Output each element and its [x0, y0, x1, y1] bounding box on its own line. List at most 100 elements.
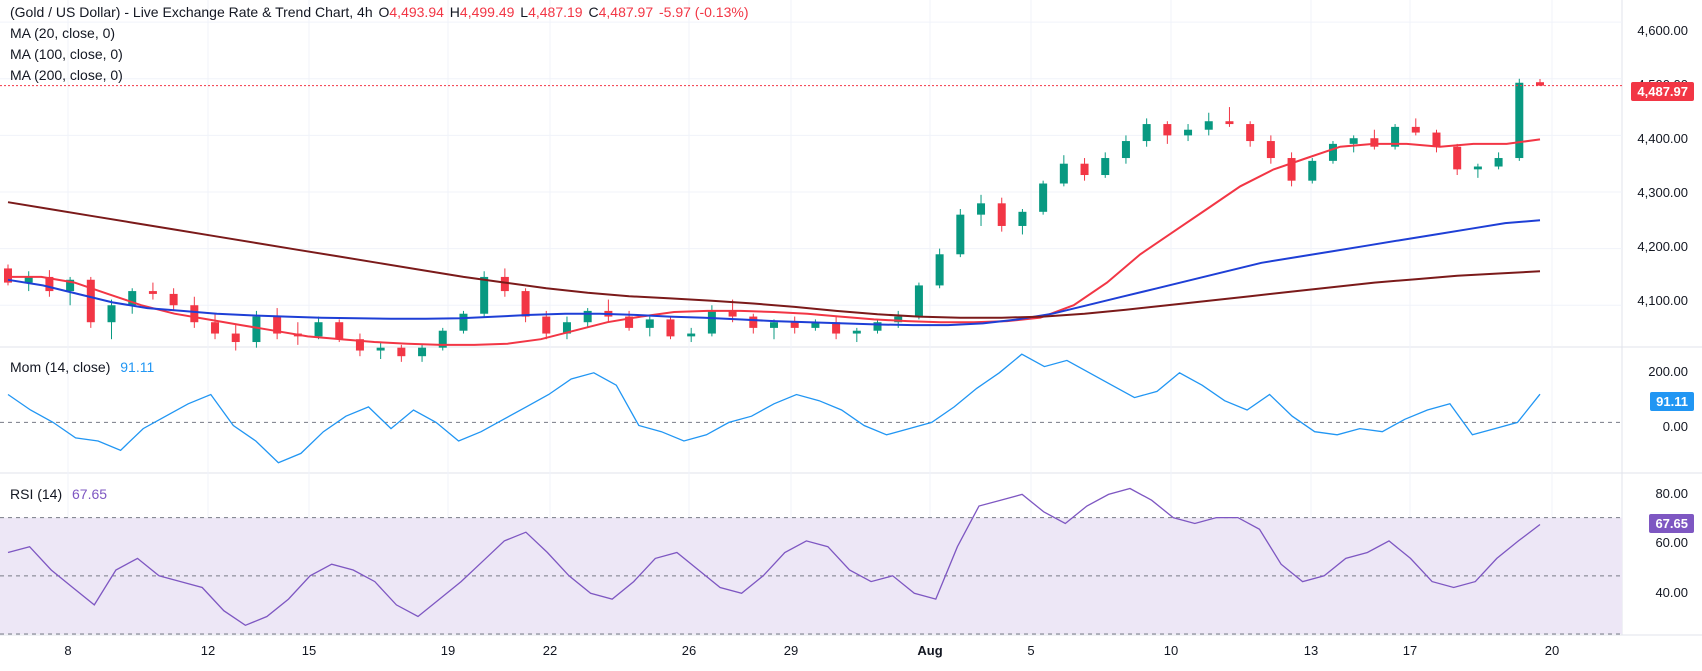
- candle-body: [832, 322, 841, 334]
- candle-body: [1432, 132, 1441, 147]
- candle-body: [128, 291, 137, 306]
- candle-body: [4, 268, 12, 283]
- candle-body: [273, 316, 282, 334]
- candle-body: [107, 305, 116, 323]
- candle-body: [1287, 158, 1296, 181]
- low-value: 4,487.19: [528, 4, 583, 20]
- candle-body: [418, 347, 427, 357]
- candle-body: [583, 310, 592, 323]
- momentum-line: [7, 353, 1541, 464]
- mom-tick-0: 0.00: [1662, 419, 1688, 434]
- candle-body: [355, 339, 364, 351]
- candle-body: [190, 305, 199, 323]
- price-tick-4600: 4,600.00: [1637, 23, 1688, 38]
- x-tick: 8: [64, 643, 72, 658]
- candle-body: [1411, 126, 1420, 133]
- candle-body: [335, 322, 344, 340]
- candle-body: [749, 316, 758, 328]
- candle-body: [542, 316, 551, 334]
- candle-body: [1391, 126, 1400, 147]
- candle-body: [1018, 211, 1027, 226]
- candle-body: [480, 276, 489, 314]
- candle-body: [873, 322, 882, 331]
- candle-body: [314, 322, 323, 337]
- x-tick: 20: [1544, 643, 1560, 658]
- rsi-tick-40: 40.00: [1655, 585, 1688, 600]
- ma100-label: MA (100, close, 0): [10, 46, 123, 62]
- candle-body: [1473, 166, 1482, 170]
- rsi-legend[interactable]: RSI (14) 67.65: [10, 486, 107, 502]
- candle-body: [707, 310, 716, 334]
- mom-value-badge: 91.11: [1650, 392, 1694, 411]
- candle-body: [169, 293, 178, 306]
- candle-body: [811, 322, 820, 328]
- candle-body: [1536, 82, 1544, 86]
- symbol-title[interactable]: (Gold / US Dollar) - Live Exchange Rate …: [10, 4, 373, 20]
- price-legend: (Gold / US Dollar) - Live Exchange Rate …: [10, 2, 748, 23]
- candle-body: [24, 276, 33, 283]
- candle-body: [1163, 124, 1172, 136]
- x-tick: 5: [1027, 643, 1035, 658]
- candle-body: [500, 276, 509, 292]
- ma100-line: [7, 219, 1541, 327]
- candle-body: [1184, 129, 1193, 136]
- candle-body: [438, 330, 447, 348]
- x-tick: 10: [1163, 643, 1179, 658]
- candle-body: [252, 316, 261, 343]
- candle-body: [790, 322, 799, 328]
- x-tick: 22: [542, 643, 558, 658]
- ma100-legend[interactable]: MA (100, close, 0): [10, 44, 123, 65]
- x-tick: 19: [440, 643, 456, 658]
- rsi-pane[interactable]: [0, 487, 1622, 635]
- candle-body: [1308, 160, 1317, 181]
- x-tick-month: Aug: [917, 643, 943, 658]
- candle-body: [894, 316, 903, 323]
- open-value: 4,493.94: [389, 4, 444, 20]
- last-price-badge: 4,487.97: [1631, 82, 1694, 101]
- close-value: 4,487.97: [598, 4, 654, 20]
- candle-body: [66, 279, 75, 292]
- ma20-legend[interactable]: MA (20, close, 0): [10, 23, 115, 44]
- candle-body: [1453, 146, 1462, 170]
- candle-body: [1225, 121, 1234, 125]
- candle-body: [1246, 124, 1255, 142]
- change-value: -5.97 (-0.13%): [659, 4, 749, 20]
- high-label: H: [449, 4, 460, 20]
- candle-body: [1142, 124, 1151, 142]
- candle-body: [148, 291, 157, 294]
- mom-value: 91.11: [120, 359, 155, 375]
- ma200-label: MA (200, close, 0): [10, 67, 123, 83]
- candle-body: [1039, 183, 1048, 212]
- x-tick: 15: [301, 643, 317, 658]
- x-tick: 17: [1402, 643, 1418, 658]
- candle-body: [1328, 143, 1337, 161]
- candle-body: [45, 276, 54, 292]
- candle-body: [1266, 141, 1275, 159]
- rsi-value-badge: 67.65: [1649, 514, 1694, 533]
- mom-legend[interactable]: Mom (14, close) 91.11: [10, 359, 154, 375]
- rsi-label: RSI (14): [10, 486, 63, 502]
- candle-body: [625, 316, 634, 328]
- candle-body: [211, 322, 220, 334]
- candle-body: [1349, 138, 1358, 144]
- rsi-tick-60: 60.00: [1655, 535, 1688, 550]
- candle-body: [687, 333, 696, 337]
- open-label: O: [378, 4, 390, 20]
- candle-body: [666, 319, 675, 337]
- candle-body: [397, 347, 406, 357]
- candle-body: [914, 285, 923, 317]
- ma200-line: [7, 201, 1541, 319]
- rsi-line: [7, 487, 1541, 627]
- high-value: 4,499.49: [459, 4, 515, 20]
- x-tick: 29: [783, 643, 799, 658]
- ma20-line: [8, 138, 1541, 346]
- candle-body: [977, 203, 986, 215]
- price-pane[interactable]: [0, 78, 1622, 362]
- momentum-pane[interactable]: [0, 353, 1622, 464]
- candle-body: [562, 322, 571, 334]
- ma200-legend[interactable]: MA (200, close, 0): [10, 65, 123, 86]
- candle-body: [1101, 158, 1110, 176]
- candle-body: [231, 333, 240, 343]
- candle-body: [376, 347, 385, 351]
- candle-body: [521, 291, 530, 317]
